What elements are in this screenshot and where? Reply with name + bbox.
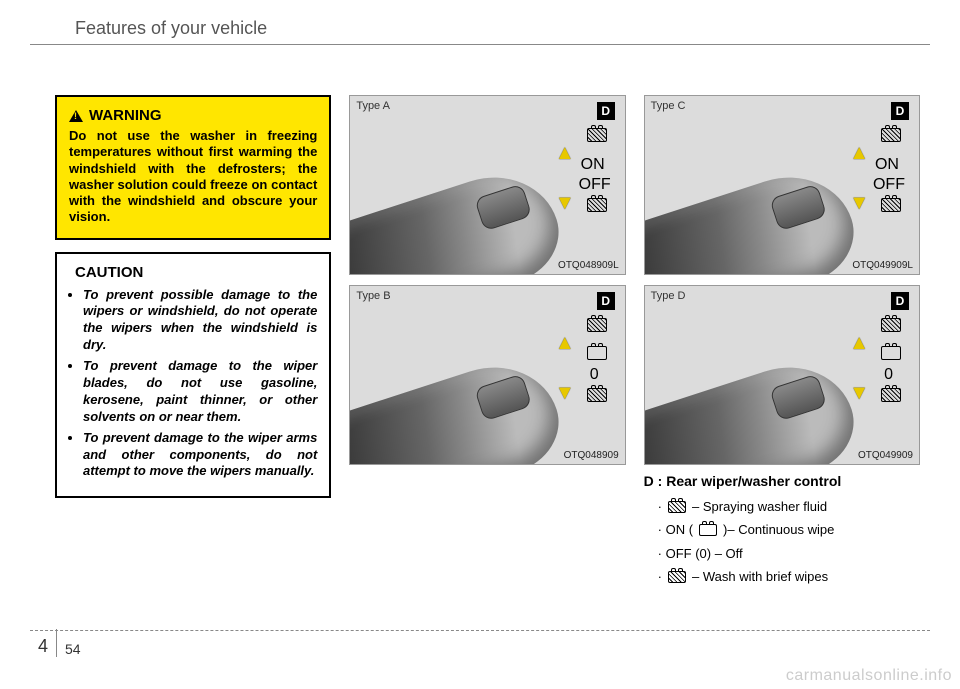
header-rule <box>30 44 930 45</box>
wiper-stalk-illustration <box>349 160 571 275</box>
figure-label: Type D <box>651 290 686 302</box>
bullet: · <box>658 495 662 518</box>
page-bar <box>56 629 57 657</box>
badge-d: D <box>597 102 615 120</box>
warning-triangle-icon <box>69 110 83 122</box>
section-number: 4 <box>38 636 48 657</box>
badge-d: D <box>597 292 615 310</box>
control-list: · – Spraying washer fluid · ON ( )– Cont… <box>644 495 920 589</box>
arrow-up-icon: ▲ <box>555 332 575 355</box>
caution-item: To prevent damage to the wiper blades, d… <box>83 358 317 426</box>
figure-type-b: Type B D ▲ 0 ▼ OTQ048909 <box>349 285 625 465</box>
figure-code: OTQ048909 <box>564 450 619 461</box>
washer-icon <box>881 128 901 142</box>
page-header: Features of your vehicle <box>75 18 267 39</box>
arrow-down-icon: ▼ <box>849 192 869 215</box>
washer-spray-icon <box>668 571 686 583</box>
warning-text: Do not use the washer in freezing temper… <box>69 128 317 226</box>
label-on: ON <box>581 156 605 174</box>
label-zero: 0 <box>590 366 599 384</box>
column-right: Type C D ▲ ON OFF ▼ OTQ049909L Type D D … <box>644 95 920 589</box>
washer-icon <box>881 318 901 332</box>
content-columns: WARNING Do not use the washer in freezin… <box>55 95 920 589</box>
wiper-stalk-illustration <box>644 350 866 465</box>
figure-stack-right: Type C D ▲ ON OFF ▼ OTQ049909L Type D D … <box>644 95 920 465</box>
washer-icon <box>881 198 901 212</box>
arrow-down-icon: ▼ <box>849 382 869 405</box>
warning-label: WARNING <box>89 107 162 124</box>
figure-code: OTQ049909L <box>852 260 913 271</box>
control-item-on: · ON ( )– Continuous wipe <box>644 518 920 541</box>
washer-icon <box>587 318 607 332</box>
arrow-up-icon: ▲ <box>849 332 869 355</box>
page-number: 4 54 <box>38 629 81 657</box>
wipe-icon <box>699 524 717 536</box>
figure-code: OTQ049909 <box>858 450 913 461</box>
label-on: ON <box>875 156 899 174</box>
watermark: carmanualsonline.info <box>786 667 952 685</box>
arrow-down-icon: ▼ <box>555 382 575 405</box>
control-text: )– Continuous wipe <box>723 518 834 541</box>
caution-box: CAUTION To prevent possible damage to th… <box>55 252 331 499</box>
caution-title: CAUTION <box>69 264 317 281</box>
arrow-up-icon: ▲ <box>555 142 575 165</box>
figure-label: Type B <box>356 290 390 302</box>
control-text: – Spraying washer fluid <box>692 495 827 518</box>
wiper-stalk-illustration <box>644 160 866 275</box>
washer-icon <box>587 128 607 142</box>
washer-icon <box>587 198 607 212</box>
badge-d: D <box>891 102 909 120</box>
arrow-up-icon: ▲ <box>849 142 869 165</box>
label-off: OFF <box>873 176 905 194</box>
control-item-wash: · – Wash with brief wipes <box>644 565 920 588</box>
label-zero: 0 <box>884 366 893 384</box>
control-text: · OFF (0) – Off <box>658 542 743 565</box>
control-text: · ON ( <box>658 518 693 541</box>
badge-d: D <box>891 292 909 310</box>
caution-list: To prevent possible damage to the wipers… <box>69 287 317 481</box>
wipe-icon <box>881 346 901 360</box>
caution-label: CAUTION <box>75 264 143 281</box>
bullet: · <box>658 565 662 588</box>
arrow-down-icon: ▼ <box>555 192 575 215</box>
figure-code: OTQ048909L <box>558 260 619 271</box>
washer-icon <box>587 388 607 402</box>
warning-box: WARNING Do not use the washer in freezin… <box>55 95 331 240</box>
control-text: – Wash with brief wipes <box>692 565 828 588</box>
column-left: WARNING Do not use the washer in freezin… <box>55 95 331 589</box>
figure-label: Type A <box>356 100 390 112</box>
footer-divider <box>30 630 930 631</box>
washer-spray-icon <box>668 501 686 513</box>
figure-label: Type C <box>651 100 686 112</box>
control-item-spray: · – Spraying washer fluid <box>644 495 920 518</box>
column-middle: Type A D ▲ ON OFF ▼ OTQ048909L Type B D … <box>349 95 625 589</box>
control-item-off: · OFF (0) – Off <box>644 542 920 565</box>
figure-type-c: Type C D ▲ ON OFF ▼ OTQ049909L <box>644 95 920 275</box>
caution-item: To prevent damage to the wiper arms and … <box>83 430 317 481</box>
warning-title: WARNING <box>69 107 317 124</box>
label-off: OFF <box>579 176 611 194</box>
washer-icon <box>881 388 901 402</box>
wiper-stalk-illustration <box>349 350 571 465</box>
page-number-value: 54 <box>65 641 81 657</box>
figure-type-a: Type A D ▲ ON OFF ▼ OTQ048909L <box>349 95 625 275</box>
figure-type-d: Type D D ▲ 0 ▼ OTQ049909 <box>644 285 920 465</box>
control-title: D : Rear wiper/washer control <box>644 473 920 489</box>
caution-item: To prevent possible damage to the wipers… <box>83 287 317 355</box>
wipe-icon <box>587 346 607 360</box>
